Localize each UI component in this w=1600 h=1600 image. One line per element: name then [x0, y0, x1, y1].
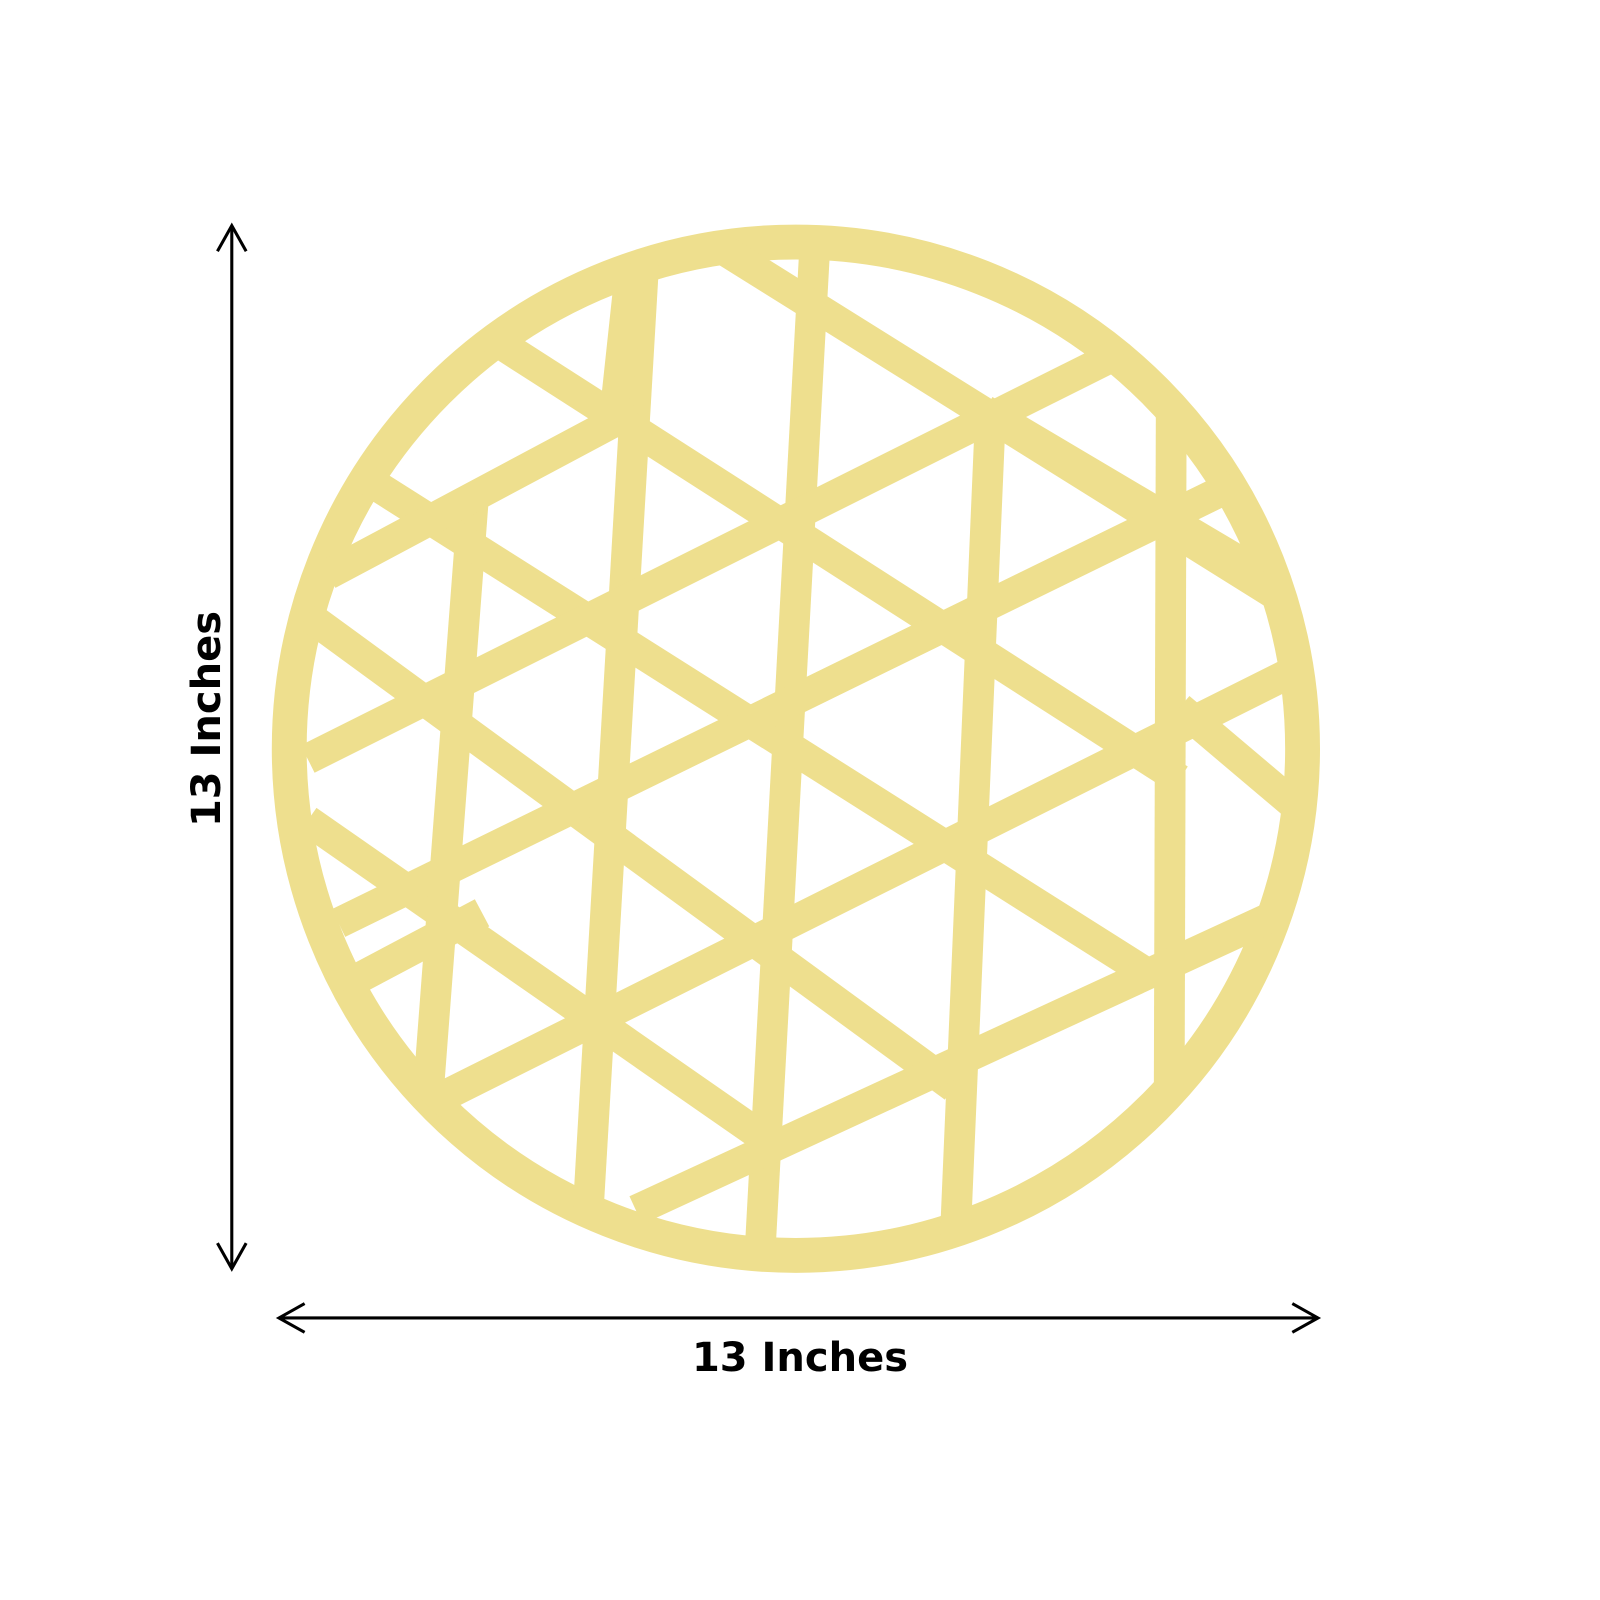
width-arrow — [275, 1302, 1322, 1334]
height-arrow — [216, 222, 248, 1272]
height-label: 13 Inches — [184, 610, 230, 828]
width-label: 13 Inches — [691, 1335, 909, 1381]
placemat — [271, 224, 1320, 1273]
